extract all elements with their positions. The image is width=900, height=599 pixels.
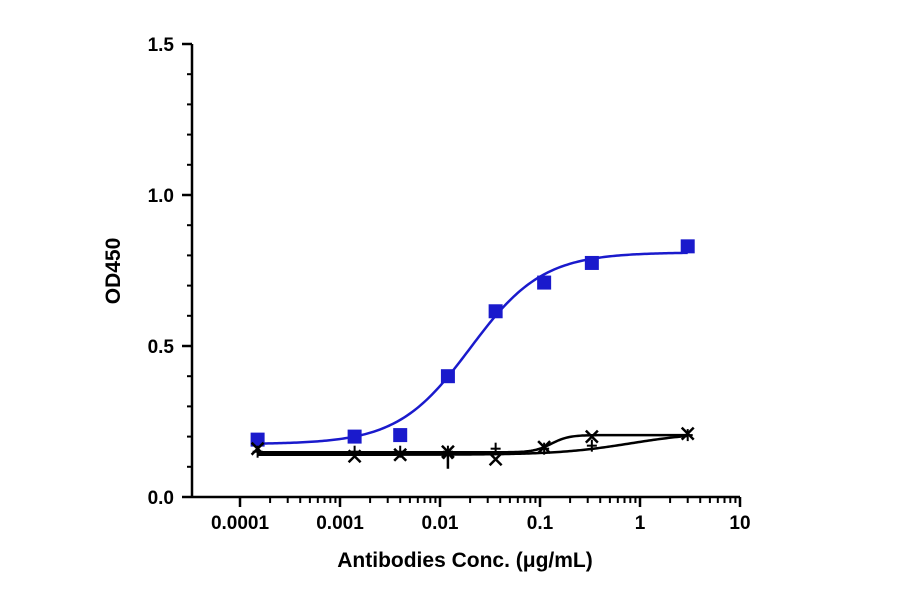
data-point xyxy=(393,428,408,443)
data-point xyxy=(586,439,597,452)
x-axis-title: Antibodies Conc. (μg/mL) xyxy=(337,549,593,572)
data-point xyxy=(440,369,455,384)
data-point xyxy=(442,445,453,458)
x-tick-label: 0.1 xyxy=(527,513,554,534)
y-tick-label: 1.5 xyxy=(148,35,175,56)
data-point xyxy=(250,432,265,447)
data-point xyxy=(539,442,550,455)
fit-curve-series-1 xyxy=(257,251,688,445)
x-tick-label: 10 xyxy=(729,513,750,534)
data-point xyxy=(488,452,503,467)
y-tick-label: 0.0 xyxy=(148,488,174,509)
fit-curve-series-2 xyxy=(257,433,688,454)
y-tick-label: 1.0 xyxy=(148,186,174,207)
axes: 0.0 0.5 1.0 1.5 0.0001 0.001 0.01 0.1 1 10 xyxy=(148,35,751,534)
x-marker-stroke xyxy=(488,452,503,467)
data-point xyxy=(252,445,263,458)
x-tick-label: 0.001 xyxy=(316,513,364,534)
data-point xyxy=(584,429,599,444)
x-tick-label: 0.0001 xyxy=(211,513,270,534)
data-point xyxy=(395,445,406,458)
data-point xyxy=(682,429,693,442)
x-tick-label: 1 xyxy=(635,513,646,534)
data-point xyxy=(490,442,501,455)
y-tick-label: 0.5 xyxy=(148,337,175,358)
data-point xyxy=(680,239,695,254)
markers xyxy=(250,239,695,469)
x-tick-label: 0.01 xyxy=(422,513,459,534)
data-point xyxy=(347,429,362,444)
data-point xyxy=(584,255,599,270)
data-point xyxy=(349,445,360,458)
y-axis-title: OD450 xyxy=(102,238,125,305)
data-point xyxy=(537,275,552,290)
x-marker-stroke xyxy=(584,429,599,444)
fit-lines xyxy=(257,251,688,456)
data-point xyxy=(488,304,503,319)
fit-curve-series-4 xyxy=(257,434,688,456)
